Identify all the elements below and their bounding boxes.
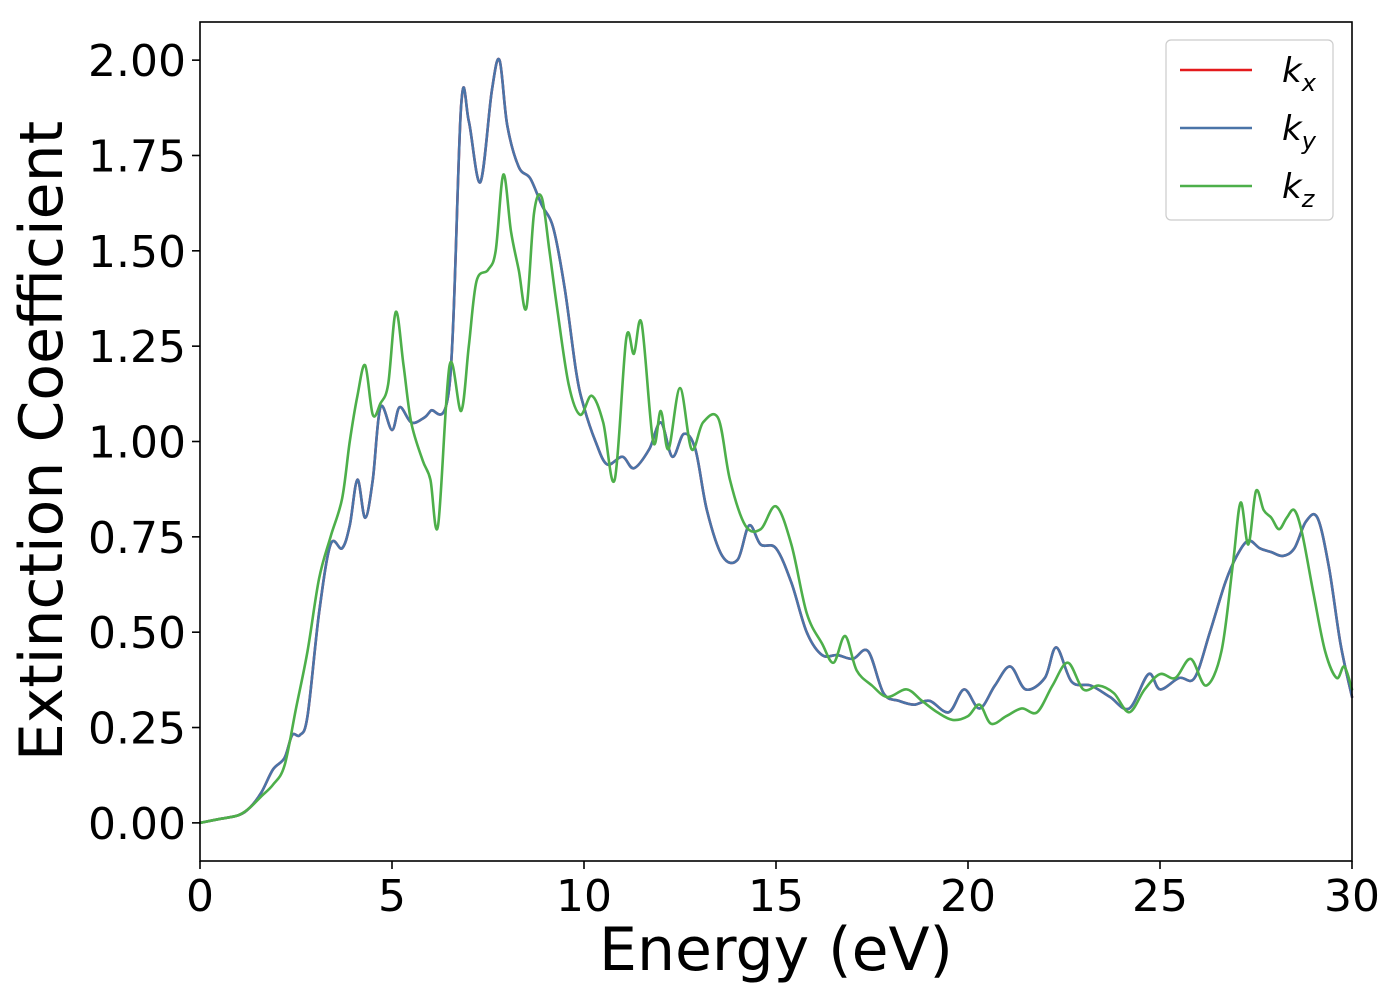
x-tick-label: 5 — [378, 871, 406, 922]
legend-label: kz — [1282, 167, 1316, 213]
legend-items: kx ky kz — [1180, 51, 1317, 213]
y-axis-title: Extinction Coefficient — [7, 121, 77, 761]
legend-item-kz: kz — [1180, 167, 1316, 213]
x-tick-label: 15 — [748, 871, 804, 922]
x-tick-label: 0 — [186, 871, 214, 922]
y-tick-label: 0.00 — [88, 799, 186, 850]
y-tick-label: 0.75 — [88, 513, 186, 564]
legend: kx ky kz — [1165, 39, 1334, 221]
series-line-kz — [198, 173, 1354, 825]
y-tick-label: 1.75 — [88, 131, 186, 182]
y-tick-label: 1.25 — [88, 322, 186, 373]
x-tick-label: 25 — [1132, 871, 1188, 922]
x-tick-label: 20 — [940, 871, 996, 922]
x-axis-ticks: 0 5 10 15 20 25 30 — [186, 861, 1380, 922]
legend-label: kx — [1282, 51, 1317, 97]
y-tick-label: 2.00 — [88, 36, 186, 87]
x-tick-label: 30 — [1324, 871, 1380, 922]
legend-item-kx: kx — [1180, 51, 1317, 97]
y-tick-label: 0.50 — [88, 608, 186, 659]
y-tick-label: 0.25 — [88, 704, 186, 755]
legend-label: ky — [1282, 109, 1317, 155]
series-line-ky — [198, 57, 1354, 825]
x-tick-label: 10 — [556, 871, 612, 922]
y-axis-ticks: 0.00 0.25 0.50 0.75 1.00 1.25 1.50 1.75 2.00 — [88, 36, 200, 850]
x-axis-title: Energy (eV) — [599, 915, 953, 985]
y-tick-label: 1.50 — [88, 227, 186, 278]
series-layer — [198, 57, 1354, 825]
y-tick-label: 1.00 — [88, 418, 186, 469]
legend-item-ky: ky — [1180, 109, 1317, 155]
legend-frame — [1165, 39, 1334, 221]
